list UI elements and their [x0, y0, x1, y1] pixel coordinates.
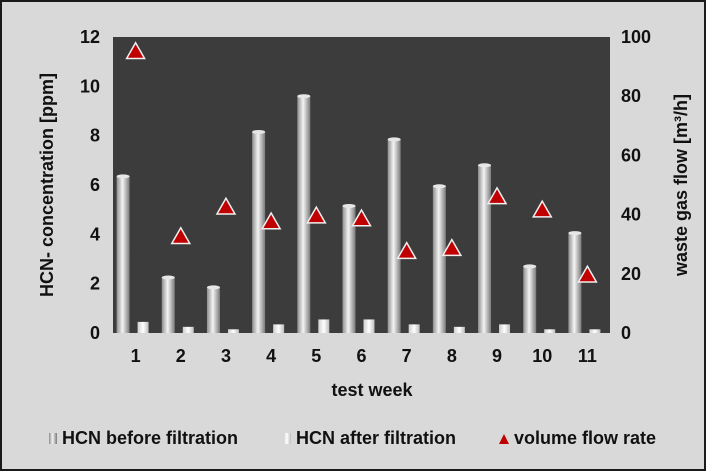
y2-tick-100: 100	[621, 27, 651, 47]
bar-after-week-10	[544, 329, 556, 333]
bar-before-cap-week-7	[387, 137, 401, 142]
bar-after-week-9	[499, 324, 511, 333]
bar-before-week-11	[568, 233, 582, 333]
x-tick-7: 7	[402, 346, 412, 366]
flow-marker-week-1	[125, 41, 146, 60]
bar-after-week-11	[589, 329, 601, 333]
bar-before-cap-week-11	[568, 231, 582, 236]
y-axis-title: HCN- concentration [ppm]	[37, 73, 57, 297]
y2-tick-60: 60	[621, 145, 641, 165]
flow-marker-week-10	[531, 199, 553, 218]
y2-tick-20: 20	[621, 264, 641, 284]
bar-after-week-1	[137, 321, 149, 333]
flow-marker-week-8	[441, 238, 463, 257]
bar-before-week-8	[432, 186, 446, 333]
bar-before-week-7	[387, 139, 401, 333]
x-axis-title: test week	[331, 380, 413, 400]
y2-tick-80: 80	[621, 86, 641, 106]
legend-label-flow: volume flow rate	[514, 428, 656, 448]
y-tick-6: 6	[90, 175, 100, 195]
flow-marker-week-6	[351, 208, 372, 227]
bar-before-cap-week-1	[116, 174, 130, 179]
flow-marker-week-2	[170, 226, 192, 245]
bar-before-cap-week-8	[432, 184, 446, 189]
flow-marker-week-9	[486, 186, 508, 205]
bar-after-week-7	[408, 324, 420, 333]
bar-before-week-3	[206, 287, 220, 333]
x-tick-5: 5	[311, 346, 321, 366]
markers-layer	[125, 41, 598, 283]
bar-before-cap-week-9	[478, 163, 492, 168]
y-tick-4: 4	[90, 224, 100, 244]
x-tick-10: 10	[532, 346, 552, 366]
y-tick-8: 8	[90, 126, 100, 146]
x-tick-4: 4	[266, 346, 276, 366]
y2-tick-40: 40	[621, 205, 641, 225]
bar-before-week-4	[252, 131, 266, 333]
bar-after-week-6	[363, 319, 375, 333]
bar-before-week-6	[342, 205, 356, 333]
legend-label-after: HCN after filtration	[296, 428, 456, 448]
bar-before-week-2	[161, 277, 175, 333]
bar-after-week-4	[273, 324, 285, 333]
y2-axis-title: waste gas flow [m³/h]	[671, 94, 691, 277]
y-tick-2: 2	[90, 274, 100, 294]
flow-marker-week-5	[306, 205, 327, 224]
bar-before-cap-week-10	[523, 264, 537, 269]
x-tick-6: 6	[356, 346, 366, 366]
y-tick-0: 0	[90, 323, 100, 343]
bars-layer	[116, 94, 601, 333]
bar-after-week-8	[453, 326, 465, 333]
x-tick-9: 9	[492, 346, 502, 366]
x-tick-8: 8	[447, 346, 457, 366]
bar-before-week-10	[523, 266, 537, 333]
bar-before-cap-week-6	[342, 203, 356, 208]
bar-after-week-2	[182, 326, 194, 333]
bar-after-week-3	[227, 329, 239, 333]
legend: HCN before filtration HCN after filtratio…	[49, 428, 656, 448]
x-tick-1: 1	[131, 346, 141, 366]
bar-before-cap-week-2	[161, 275, 175, 280]
flow-marker-week-11	[577, 264, 598, 283]
bar-before-cap-week-5	[297, 94, 311, 99]
legend-swatch-after	[283, 433, 291, 444]
bar-before-week-1	[116, 176, 130, 333]
bar-before-week-9	[478, 165, 492, 333]
legend-label-before: HCN before filtration	[62, 428, 238, 448]
flow-marker-week-3	[215, 196, 237, 215]
x-tick-3: 3	[221, 346, 231, 366]
bar-before-cap-week-4	[252, 129, 266, 134]
legend-swatch-flow	[499, 434, 509, 444]
y-tick-12: 12	[80, 27, 100, 47]
bar-before-cap-week-3	[206, 285, 220, 290]
flow-marker-week-7	[396, 241, 417, 260]
legend-swatch-before	[49, 433, 57, 444]
x-tick-11: 11	[578, 346, 597, 366]
flow-marker-week-4	[260, 211, 282, 230]
y2-tick-0: 0	[621, 323, 631, 343]
bar-after-week-5	[318, 319, 330, 333]
bar-before-week-5	[297, 96, 311, 333]
x-tick-2: 2	[176, 346, 186, 366]
y-tick-10: 10	[80, 76, 100, 96]
